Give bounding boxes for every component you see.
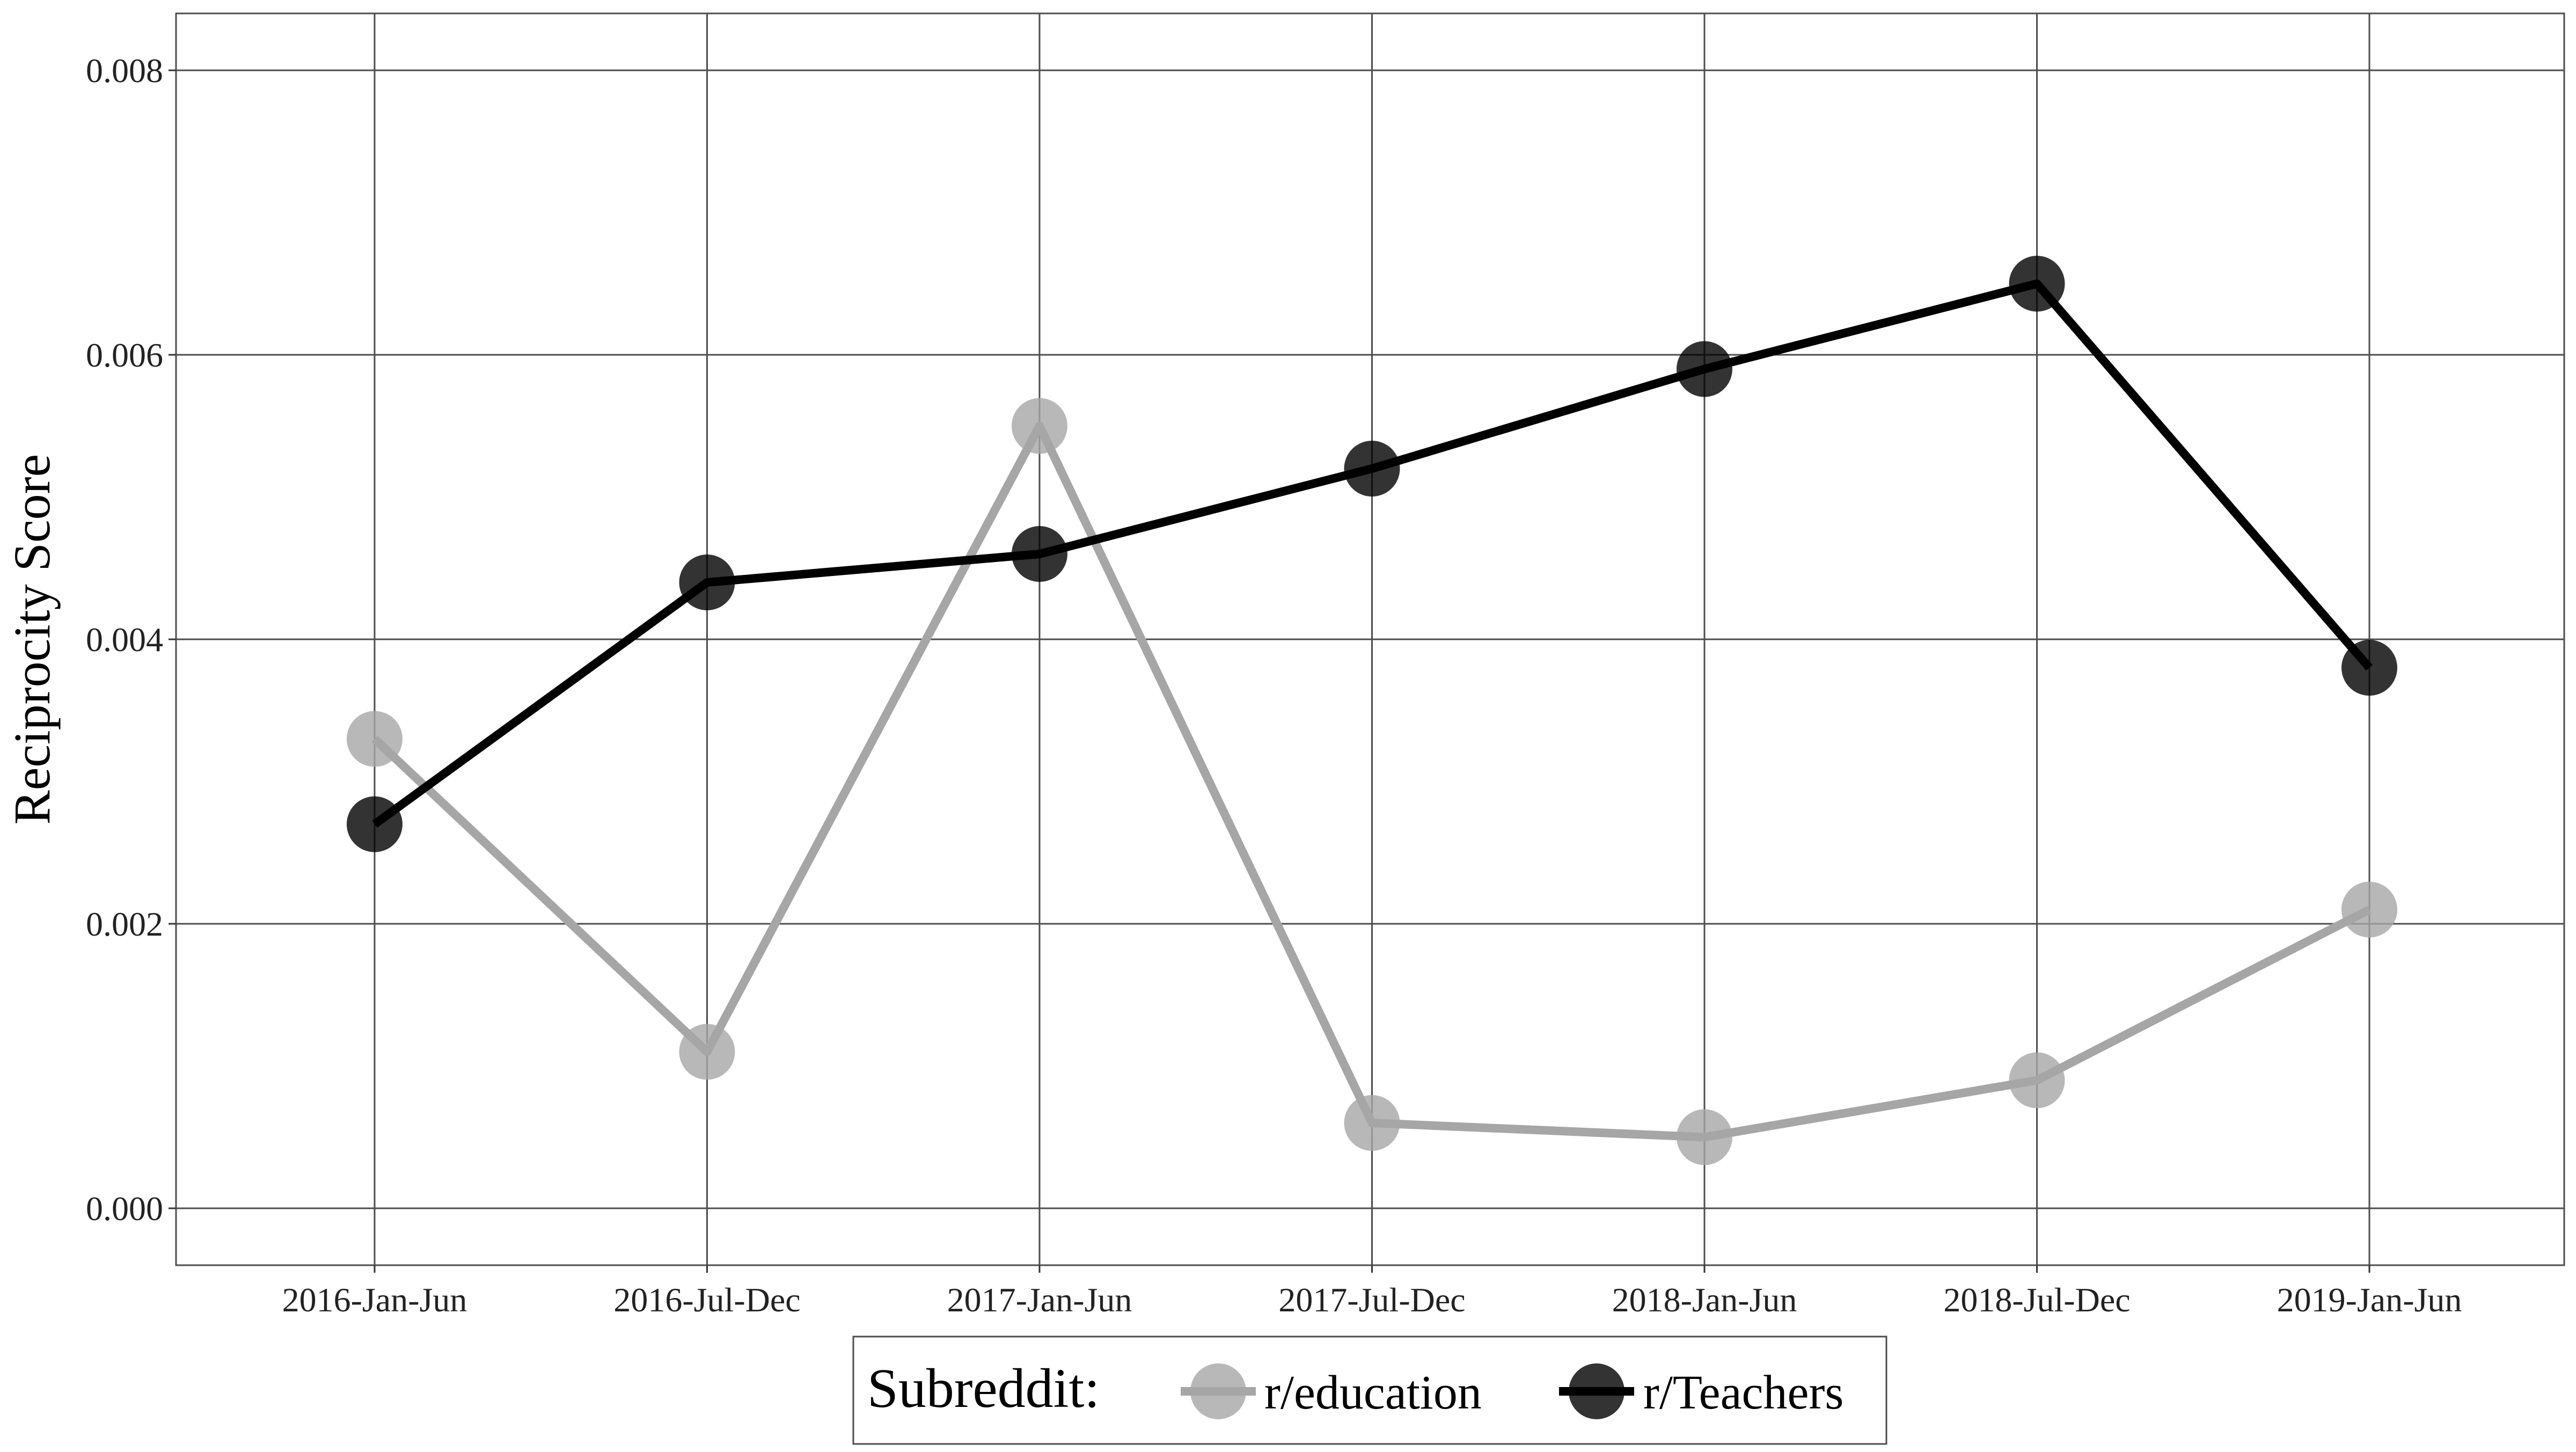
data-point — [1344, 1095, 1400, 1151]
data-point — [1677, 1109, 1732, 1165]
data-point — [2341, 640, 2397, 696]
data-point — [1344, 441, 1400, 497]
x-tick-label: 2016-Jul-Dec — [613, 1281, 800, 1319]
x-tick-label: 2017-Jul-Dec — [1278, 1281, 1465, 1319]
legend-item: r/Teachers — [1559, 1363, 1843, 1419]
legend-label: r/Teachers — [1643, 1366, 1843, 1419]
legend-box — [852, 1336, 1887, 1445]
x-axis-ticks: 2016-Jan-Jun 2016-Jul-Dec 2017-Jan-Jun 2017… — [282, 1265, 2462, 1319]
data-point — [679, 554, 735, 610]
data-point — [2009, 256, 2065, 312]
legend-item: r/education — [1181, 1363, 1482, 1419]
x-tick-label: 2018-Jan-Jun — [1612, 1281, 1797, 1319]
legend-label: r/education — [1264, 1366, 1482, 1419]
data-point — [1012, 398, 1067, 454]
x-tick-label: 2019-Jan-Jun — [2277, 1281, 2462, 1319]
x-tick-label: 2017-Jan-Jun — [947, 1281, 1132, 1319]
y-axis-title: Reciprocity Score — [3, 454, 61, 824]
data-point — [1012, 526, 1067, 582]
legend-title: Subreddit: — [867, 1358, 1100, 1419]
legend: Subreddit: r/education r/Teachers — [852, 1336, 1887, 1445]
legend-items: r/education r/Teachers — [1181, 1363, 1843, 1419]
y-tick-label: 0.008 — [86, 52, 163, 90]
data-point — [347, 796, 402, 852]
y-axis-ticks: 0.000 0.002 0.004 0.006 0.008 — [86, 52, 176, 1228]
y-tick-label: 0.006 — [86, 336, 163, 374]
data-point — [347, 711, 402, 767]
data-point — [1677, 341, 1732, 397]
x-tick-label: 2016-Jan-Jun — [282, 1281, 467, 1319]
data-point — [2341, 881, 2397, 938]
series-r-teachers — [347, 256, 2397, 852]
series-group — [347, 256, 2397, 1165]
data-point — [679, 1024, 735, 1080]
y-tick-label: 0.002 — [86, 905, 163, 943]
series-r-education — [347, 398, 2397, 1165]
y-tick-label: 0.000 — [86, 1190, 163, 1228]
data-point — [2009, 1052, 2065, 1108]
y-tick-label: 0.004 — [86, 621, 163, 659]
x-tick-label: 2018-Jul-Dec — [1943, 1281, 2130, 1319]
